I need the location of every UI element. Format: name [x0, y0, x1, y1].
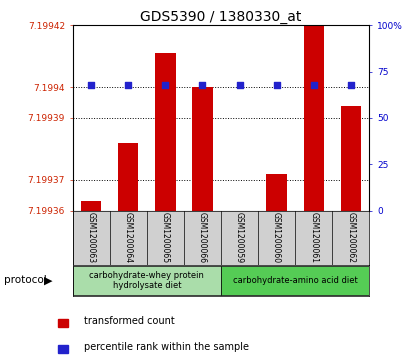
- Text: percentile rank within the sample: percentile rank within the sample: [83, 342, 249, 352]
- Point: [125, 82, 132, 87]
- Point: [162, 82, 168, 87]
- Bar: [341, 106, 361, 211]
- Bar: [118, 143, 139, 211]
- Text: GSM1200063: GSM1200063: [87, 212, 96, 263]
- Text: carbohydrate-whey protein
hydrolysate diet: carbohydrate-whey protein hydrolysate di…: [89, 271, 204, 290]
- Text: GSM1200064: GSM1200064: [124, 212, 133, 263]
- Text: GSM1200061: GSM1200061: [309, 212, 318, 263]
- Text: ▶: ▶: [44, 276, 52, 285]
- Point: [199, 82, 206, 87]
- Point: [236, 82, 243, 87]
- Text: transformed count: transformed count: [83, 316, 174, 326]
- Bar: [192, 87, 212, 211]
- Text: GSM1200059: GSM1200059: [235, 212, 244, 263]
- Bar: [229, 211, 250, 217]
- Bar: [58, 319, 68, 327]
- Bar: [155, 53, 176, 211]
- Point: [273, 82, 280, 87]
- Bar: [81, 201, 101, 211]
- Point: [88, 82, 95, 87]
- Bar: [73, 266, 221, 295]
- Bar: [221, 266, 369, 295]
- Bar: [303, 22, 324, 211]
- Text: GSM1200062: GSM1200062: [346, 212, 355, 263]
- Text: GSM1200066: GSM1200066: [198, 212, 207, 263]
- Text: protocol: protocol: [4, 276, 47, 285]
- Text: GSM1200065: GSM1200065: [161, 212, 170, 263]
- Point: [310, 82, 317, 87]
- Title: GDS5390 / 1380330_at: GDS5390 / 1380330_at: [140, 11, 302, 24]
- Text: GSM1200060: GSM1200060: [272, 212, 281, 263]
- Text: carbohydrate-amino acid diet: carbohydrate-amino acid diet: [233, 276, 358, 285]
- Bar: [266, 174, 287, 211]
- Point: [347, 82, 354, 87]
- Bar: [58, 345, 68, 352]
